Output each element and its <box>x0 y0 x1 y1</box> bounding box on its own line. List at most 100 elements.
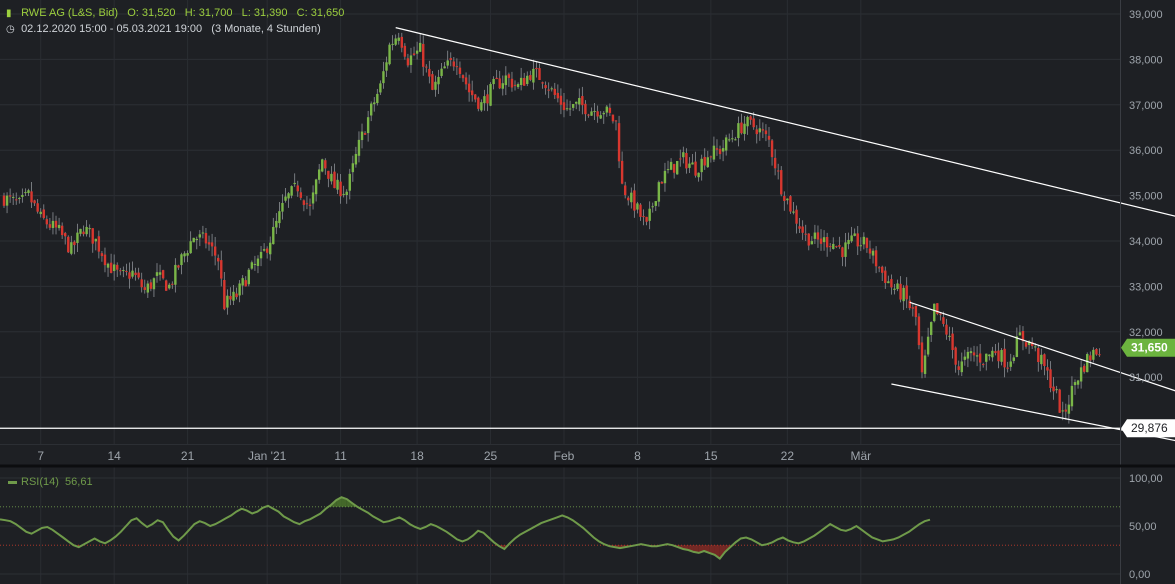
candle-down <box>486 94 489 104</box>
candle-up <box>357 139 361 156</box>
candle-up <box>663 170 667 184</box>
candle-up <box>376 93 379 104</box>
candle-up <box>174 264 177 285</box>
rsi-label: RSI(14) <box>21 476 59 488</box>
candle-up <box>853 233 856 236</box>
candle-down <box>587 114 590 116</box>
candle-up <box>1073 382 1077 386</box>
rsi-line <box>0 496 931 560</box>
candle-up <box>321 159 324 172</box>
candle-up <box>272 226 275 245</box>
candle-up <box>850 235 853 242</box>
candle-down <box>119 270 122 272</box>
candle-up <box>345 191 348 196</box>
candle-down <box>874 250 878 267</box>
candle-up <box>669 161 673 170</box>
trendline <box>395 27 1175 217</box>
candle-down <box>868 248 872 254</box>
candle-down <box>461 75 465 79</box>
candle-down <box>804 233 807 235</box>
candle-up <box>810 241 814 245</box>
candle-down <box>1049 369 1052 389</box>
candle-up <box>183 253 186 257</box>
candle-up <box>437 76 440 85</box>
candle-up <box>1076 380 1080 385</box>
candle-up <box>262 249 266 251</box>
candle-down <box>620 160 624 184</box>
candle-down <box>428 68 431 77</box>
candle-up <box>287 193 290 199</box>
candle-down <box>672 164 676 173</box>
candlestick-series <box>2 32 1101 424</box>
candle-down <box>761 129 765 131</box>
candle-up <box>201 232 205 234</box>
rsi-tick-label: 50,00 <box>1129 521 1157 533</box>
candle-down <box>210 242 214 247</box>
candle-down <box>308 204 312 207</box>
candle-up <box>532 68 535 83</box>
candle-up <box>969 351 973 354</box>
candle-down <box>403 45 407 57</box>
candle-up <box>1092 349 1095 360</box>
date-range: 02.12.2020 15:00 - 05.03.2021 19:00 <box>21 23 203 35</box>
candle-down <box>816 232 820 240</box>
date-tick-label: 21 <box>181 449 195 463</box>
candle-up <box>195 238 198 241</box>
candle-up <box>85 226 88 235</box>
candle-down <box>296 185 299 192</box>
candle-down <box>752 118 755 128</box>
date-grid <box>40 0 862 584</box>
support-line-badge: 29,876 <box>1121 419 1175 438</box>
candle-down <box>1006 367 1009 369</box>
rsi-value: 56,61 <box>65 476 93 488</box>
candle-down <box>856 233 859 247</box>
candle-up <box>314 179 318 195</box>
candle-up <box>501 83 504 89</box>
candle-down <box>559 95 563 105</box>
candle-down <box>125 270 128 272</box>
candle-down <box>507 74 511 78</box>
candle-down <box>819 238 823 244</box>
candle-down <box>406 58 410 66</box>
candle-up <box>11 196 15 198</box>
date-tick-label: 7 <box>37 449 44 463</box>
candle-down <box>553 88 556 95</box>
candle-down <box>685 152 688 169</box>
candle-up <box>238 283 241 296</box>
candle-down <box>920 342 924 373</box>
candle-down <box>217 257 220 262</box>
ohlc-open: O: 31,520 <box>127 7 176 19</box>
candle-up <box>94 238 97 242</box>
candle-down <box>213 246 217 256</box>
candle-down <box>801 226 804 233</box>
range-header: ◷ 02.12.2020 15:00 - 05.03.2021 19:00 (3… <box>6 23 321 35</box>
candle-down <box>223 279 226 310</box>
candle-down <box>109 262 113 273</box>
candle-down <box>972 352 976 356</box>
candle-up <box>275 220 278 228</box>
candle-up <box>847 239 850 245</box>
candle-down <box>749 116 752 120</box>
candle-up <box>342 193 345 195</box>
candle-down <box>229 295 232 300</box>
candle-down <box>718 149 722 155</box>
candle-up <box>599 115 602 119</box>
candle-up <box>676 161 679 175</box>
candle-up <box>1061 410 1064 412</box>
candle-up <box>24 192 27 194</box>
candle-down <box>510 78 514 88</box>
candle-up <box>648 208 651 221</box>
candle-up <box>278 211 281 224</box>
candle-down <box>15 199 18 201</box>
candle-up <box>859 245 862 247</box>
candle-up <box>565 108 569 110</box>
candle-up <box>933 303 936 322</box>
candle-up <box>871 250 875 256</box>
candle-up <box>568 108 572 110</box>
candle-down <box>905 285 908 300</box>
candle-down <box>137 272 140 278</box>
candle-up <box>250 262 254 269</box>
candle-down <box>783 195 786 201</box>
candle-down <box>596 111 599 117</box>
rsi-axis-ticks: 0,00 50,00 100,00 <box>1129 473 1163 581</box>
